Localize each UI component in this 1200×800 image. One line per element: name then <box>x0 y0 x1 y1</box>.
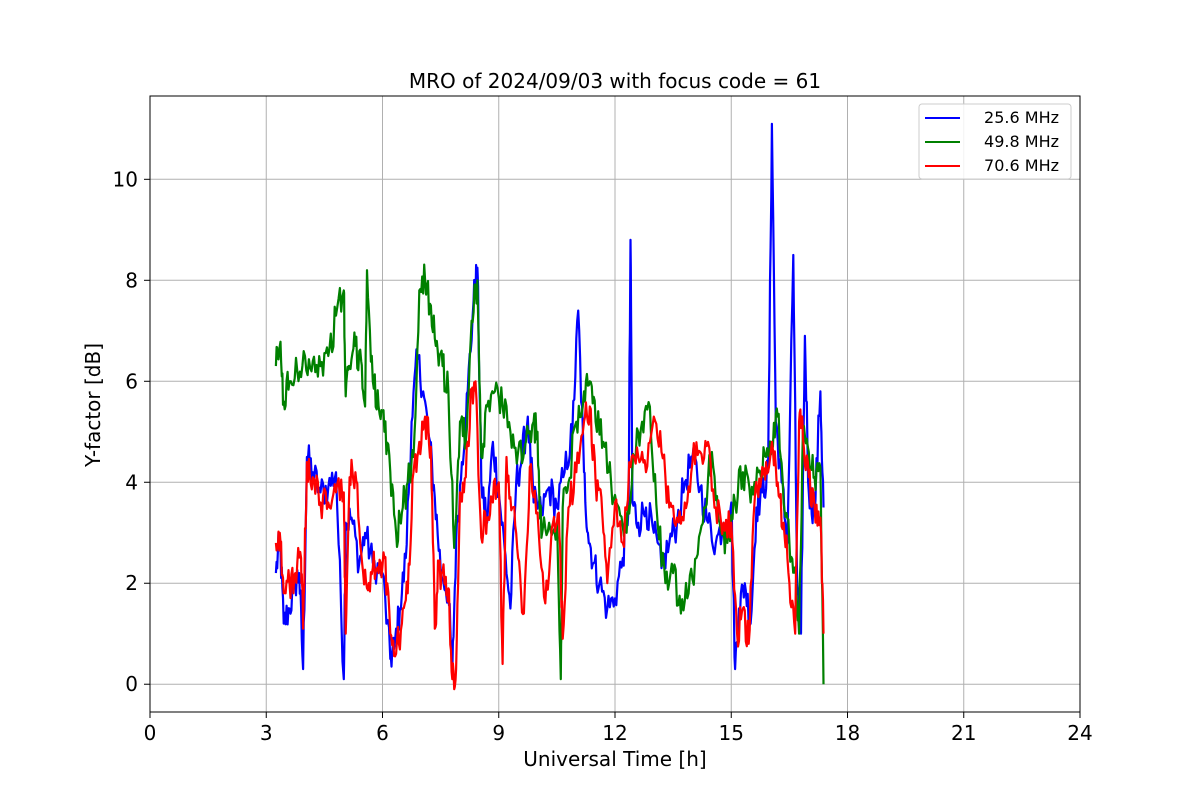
legend: 25.6 MHz 49.8 MHz 70.6 MHz <box>918 103 1072 180</box>
legend-label: 49.8 MHz <box>984 132 1059 151</box>
x-tick-label: 0 <box>144 721 157 745</box>
x-tick-label: 24 <box>1067 721 1092 745</box>
y-axis-label: Y-factor [dB] <box>81 343 105 468</box>
x-tick-label: 6 <box>376 721 389 745</box>
x-axis-label: Universal Time [h] <box>523 747 706 771</box>
x-tick-label: 3 <box>260 721 273 745</box>
x-tick-label: 15 <box>719 721 744 745</box>
x-tick-label: 18 <box>835 721 860 745</box>
series-line-3 <box>274 380 825 691</box>
legend-box <box>918 103 1072 180</box>
plot-series <box>274 122 825 691</box>
series-line-2 <box>274 263 825 685</box>
y-tick-label: 6 <box>125 369 138 393</box>
x-tick-label: 9 <box>492 721 505 745</box>
y-tick-label: 2 <box>125 571 138 595</box>
y-tick-label: 10 <box>113 167 138 191</box>
x-tick-label: 12 <box>602 721 627 745</box>
y-tick-label: 8 <box>125 268 138 292</box>
series-line-1 <box>274 122 825 681</box>
legend-label: 70.6 MHz <box>984 156 1059 175</box>
y-tick-label: 4 <box>125 470 138 494</box>
x-tick-label: 21 <box>951 721 976 745</box>
chart-title: MRO of 2024/09/03 with focus code = 61 <box>409 69 821 93</box>
y-tick-label: 0 <box>125 672 138 696</box>
legend-label: 25.6 MHz <box>984 108 1059 127</box>
